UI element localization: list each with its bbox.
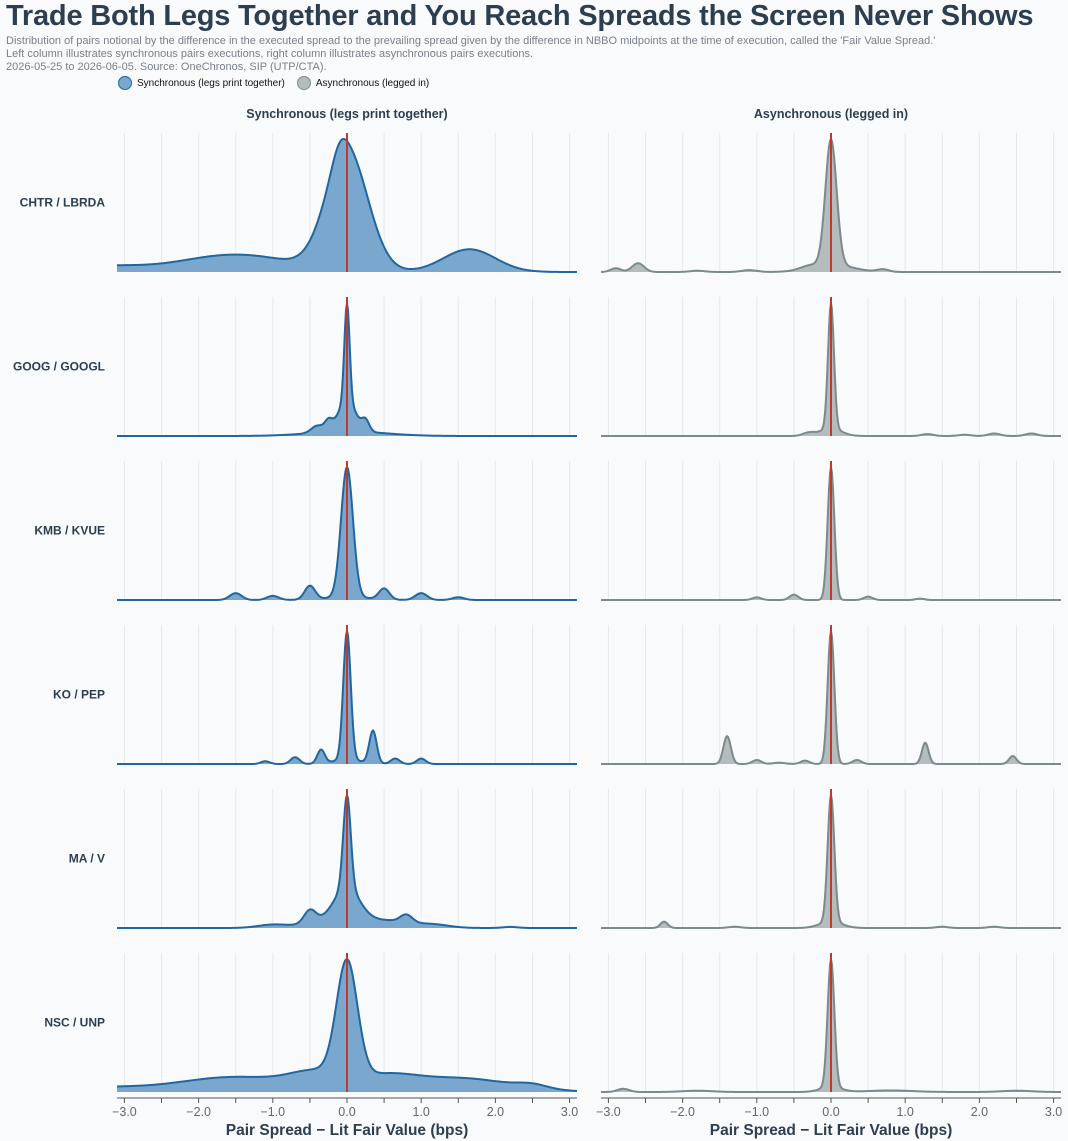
ridge-row: KMB / KVUE: [34, 461, 1061, 601]
row-label: MA / V: [69, 852, 105, 866]
x-tick-label: −3.0: [596, 1105, 621, 1119]
x-tick-label: −1.0: [744, 1105, 769, 1119]
ridge-row: CHTR / LBRDA: [20, 133, 1061, 273]
ridge-row: MA / V: [69, 789, 1061, 929]
column-header: Synchronous (legs print together): [246, 107, 447, 121]
gridlines: [607, 789, 1055, 928]
x-axis: −3.0 −2.0 −1.0 0.0 1.0 2.0 3.0 Pair Spread − Li…: [596, 1097, 1062, 1139]
chart-subtitle: Distribution of pairs notional by the di…: [6, 35, 936, 47]
x-tick-label: −1.0: [260, 1105, 285, 1119]
x-tick-label: 2.0: [487, 1105, 504, 1119]
gridlines: [123, 133, 571, 272]
x-tick-label: 0.0: [338, 1105, 355, 1119]
x-tick-label: 0.0: [822, 1105, 839, 1119]
x-axis: −3.0 −2.0 −1.0 0.0 1.0 2.0 3.0 Pair Spread − Li…: [112, 1097, 578, 1139]
x-tick-label: 3.0: [1045, 1105, 1062, 1119]
row-label: KMB / KVUE: [34, 524, 105, 538]
x-tick-label: 2.0: [971, 1105, 988, 1119]
ridge-row: NSC / UNP: [44, 953, 1062, 1093]
ridge-row: GOOG / GOOGL: [13, 297, 1061, 437]
column-header: Asynchronous (legged in): [754, 107, 908, 121]
x-tick-label: −2.0: [186, 1105, 211, 1119]
row-label: CHTR / LBRDA: [20, 196, 106, 210]
chart-title: Trade Both Legs Together and You Reach S…: [6, 0, 1034, 32]
legend-item-asynchronous[interactable]: Asynchronous (legged in): [296, 76, 430, 90]
chart-subtitle-line-2: Left column illustrates synchronous pair…: [6, 48, 534, 60]
ridge-row: KO / PEP: [53, 625, 1061, 765]
row-label: GOOG / GOOGL: [13, 360, 105, 374]
x-axis-label: Pair Spread − Lit Fair Value (bps): [710, 1122, 952, 1139]
x-axis-label: Pair Spread − Lit Fair Value (bps): [226, 1122, 468, 1139]
gridlines: [123, 461, 571, 600]
x-tick-label: 1.0: [412, 1105, 429, 1119]
row-label: NSC / UNP: [44, 1016, 105, 1030]
gridlines: [607, 297, 1055, 436]
row-label: KO / PEP: [53, 688, 105, 702]
legend-label-asynchronous: Asynchronous (legged in): [315, 77, 430, 89]
legend-swatch-synchronous: [118, 76, 132, 90]
legend-item-synchronous[interactable]: Synchronous (legs print together): [118, 76, 285, 90]
x-tick-label: −2.0: [670, 1105, 695, 1119]
legend-swatch-asynchronous: [296, 76, 311, 90]
x-tick-label: 3.0: [561, 1105, 578, 1119]
legend-label-synchronous: Synchronous (legs print together): [137, 77, 285, 89]
legend: Synchronous (legs print together) Asynch…: [118, 76, 441, 90]
x-tick-label: 1.0: [896, 1105, 913, 1119]
gridlines: [123, 625, 571, 764]
x-tick-label: −3.0: [112, 1105, 137, 1119]
gridlines: [607, 625, 1055, 764]
chart-date-source: 2026-05-25 to 2026-06-05. Source: OneChr…: [6, 61, 327, 73]
